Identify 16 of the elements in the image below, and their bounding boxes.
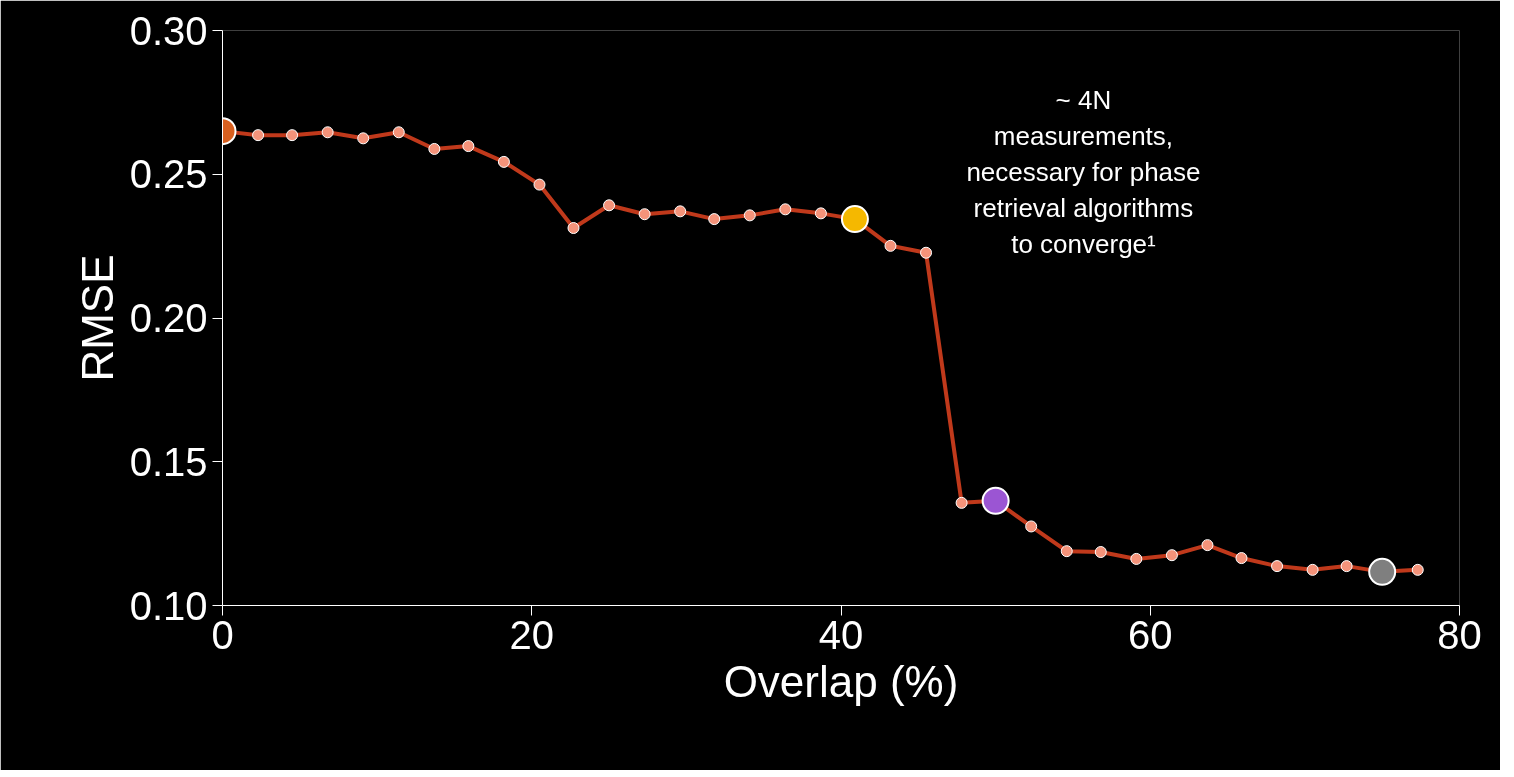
x-tick-label: 20 <box>509 612 554 657</box>
x-tick-label: 0 <box>211 612 234 657</box>
y-tick-label: 0.15 <box>129 439 208 484</box>
point <box>1368 557 1397 586</box>
y-tick-label: 0.25 <box>129 152 208 197</box>
y-tick-label: 0.30 <box>129 8 208 53</box>
annotation: ~ 4N measurements, necessary for phase retrieval algorithms to converge¹ <box>966 85 1201 260</box>
y-axis-title: RMSE <box>72 254 122 382</box>
point <box>840 205 869 234</box>
x-axis-title: Overlap (%) <box>723 656 959 706</box>
y-tick-label: 0.10 <box>129 583 208 628</box>
x-tick-label: 60 <box>1128 612 1173 657</box>
y-tick-label: 0.20 <box>129 296 208 340</box>
point <box>981 486 1010 515</box>
x-tick-label: 80 <box>1437 612 1482 657</box>
x-tick-label: 40 <box>818 612 864 657</box>
